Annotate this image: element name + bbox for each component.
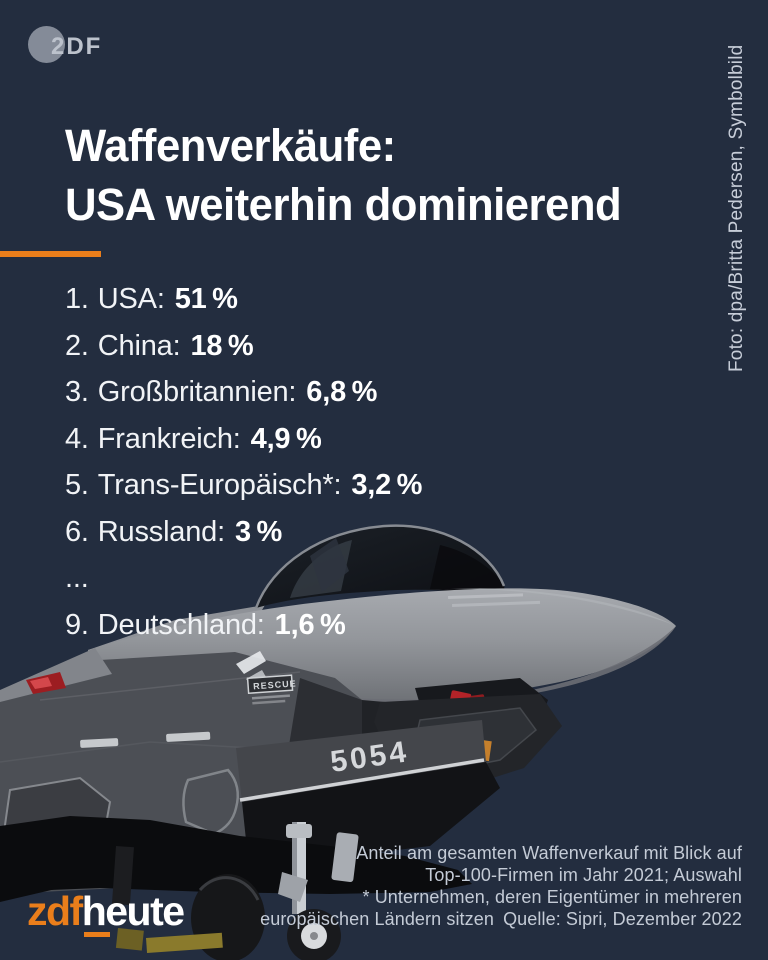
red-formation-light xyxy=(26,672,66,694)
nose-landing-gear xyxy=(278,822,359,960)
country-label: Deutschland: xyxy=(97,608,265,641)
title-line-2: USA weiterhin dominierend xyxy=(65,179,622,230)
zdfheute-logo-heute: heute xyxy=(81,888,185,934)
page-title: Waffenverkäufe: USA weiterhin dominieren… xyxy=(65,116,705,234)
ranking-row: 2. China: 18 % xyxy=(65,323,685,370)
country-label: Russland: xyxy=(97,515,225,548)
ranking-row: 1. USA: 51 % xyxy=(65,276,685,323)
ranking-list: 1. USA: 51 % 2. China: 18 % 3. Großbritannien… xyxy=(65,276,685,648)
photo-credit: Foto: dpa/Britta Pedersen, Symbolbild xyxy=(726,44,747,372)
fighter-jet: RESCUE xyxy=(0,524,676,960)
country-label: USA: xyxy=(97,283,165,315)
country-label: Trans-Europäisch*: xyxy=(97,469,342,501)
source-note-line-4: europäischen Ländern sitzen Quelle: Sipr… xyxy=(260,909,742,929)
share-value: 6,8 % xyxy=(306,376,378,408)
ranking-row: 9. Deutschland: 1,6 % xyxy=(65,602,685,649)
zdf-logo-disc xyxy=(28,26,65,63)
title-line-1: Waffenverkäufe: xyxy=(65,120,396,171)
zdfheute-logo-underline xyxy=(84,932,110,937)
zdfheute-logo-zdf: zdf xyxy=(27,888,83,934)
rank-number: 5. xyxy=(65,469,89,501)
share-value: 4,9 % xyxy=(250,422,322,455)
share-value: 51 % xyxy=(174,283,238,315)
source-note: Anteil am gesamten Waffenverkauf mit Bli… xyxy=(182,842,742,930)
rescue-stencil: RESCUE xyxy=(246,674,297,705)
stencil-mark xyxy=(448,593,524,599)
share-value: 3,2 % xyxy=(351,469,423,501)
ranking-row-ellipsis: ... xyxy=(65,555,685,602)
source-note-line-1: Anteil am gesamten Waffenverkauf mit Bli… xyxy=(356,843,742,863)
ranking-row: 4. Frankreich: 4,9 % xyxy=(65,416,685,463)
rank-number: 2. xyxy=(65,329,89,362)
share-value: 18 % xyxy=(190,329,254,362)
svg-text:RESCUE: RESCUE xyxy=(253,678,297,691)
rank-number: 6. xyxy=(65,515,89,548)
rank-number: 1. xyxy=(65,283,89,315)
ranking-row: 5. Trans-Europäisch*: 3,2 % xyxy=(65,462,685,509)
ellipsis: ... xyxy=(65,562,89,594)
ranking-row: 6. Russland: 3 % xyxy=(65,509,685,556)
ranking-row: 3. Großbritannien: 6,8 % xyxy=(65,369,685,416)
zdf-logo-letters: 2DF xyxy=(51,33,103,60)
zdfheute-logo: zdfheute xyxy=(27,888,185,935)
country-label: China: xyxy=(97,329,181,362)
orange-accent-rule xyxy=(0,251,101,257)
share-value: 1,6 % xyxy=(274,608,346,641)
share-value: 3 % xyxy=(234,515,283,548)
source-note-line-2: Top-100-Firmen im Jahr 2021; Auswahl xyxy=(425,865,742,885)
source-note-line-3: * Unternehmen, deren Eigentümer in mehre… xyxy=(362,887,742,907)
main-landing-gear xyxy=(111,845,265,960)
country-label: Frankreich: xyxy=(97,422,241,455)
stencil-mark xyxy=(452,600,541,607)
rank-number: 4. xyxy=(65,422,89,455)
rank-number: 9. xyxy=(65,608,89,641)
jet-canopy xyxy=(254,524,506,609)
rank-number: 3. xyxy=(65,376,89,408)
zdf-logo-icon: 2DF xyxy=(28,26,118,66)
country-label: Großbritannien: xyxy=(97,376,297,408)
